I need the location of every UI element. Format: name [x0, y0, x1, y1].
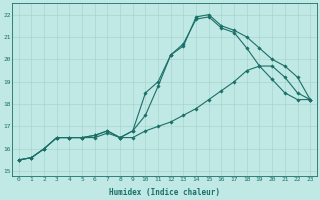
X-axis label: Humidex (Indice chaleur): Humidex (Indice chaleur): [109, 188, 220, 197]
